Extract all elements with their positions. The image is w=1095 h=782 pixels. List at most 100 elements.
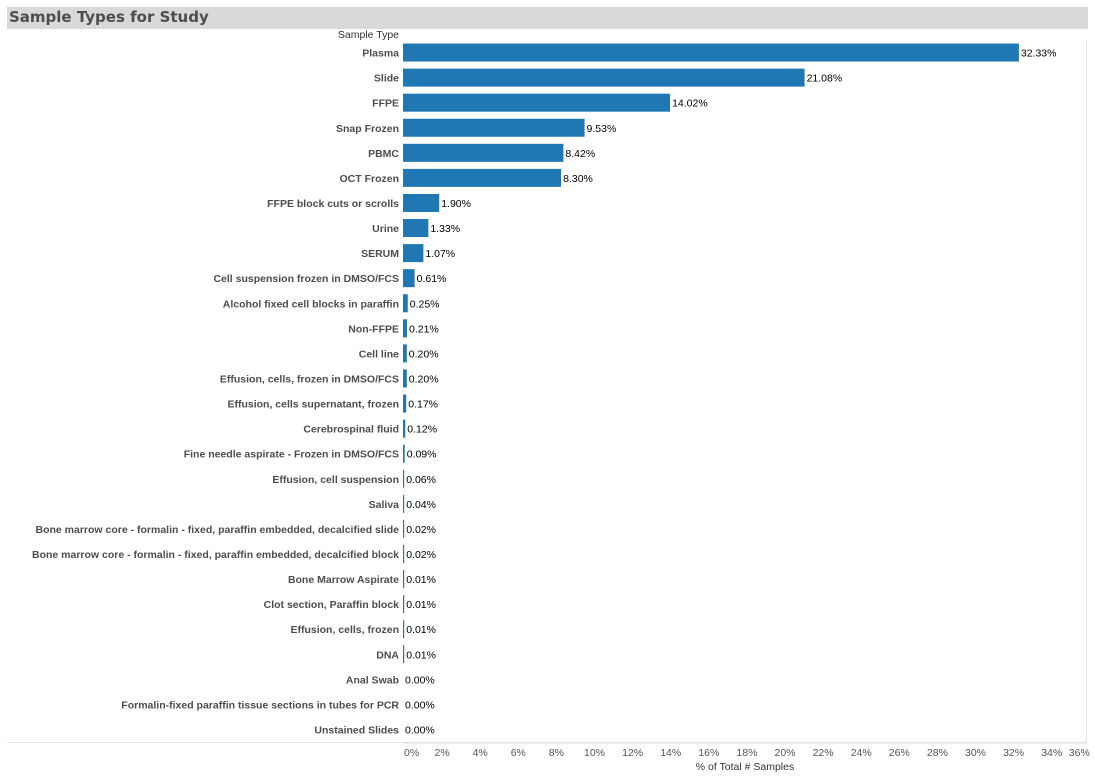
data-label: 0.02% xyxy=(406,549,436,561)
title-bar: Sample Types for Study xyxy=(7,7,1088,29)
category-label: Effusion, cells, frozen xyxy=(290,624,399,636)
category-label: Anal Swab xyxy=(346,674,399,686)
x-tick-label: 2% xyxy=(435,747,450,759)
x-tick-label: 28% xyxy=(927,747,948,759)
x-tick-label: 0% xyxy=(404,747,419,759)
x-tick-label: 12% xyxy=(622,747,643,759)
data-label: 32.33% xyxy=(1021,48,1057,60)
bar xyxy=(403,444,405,463)
bar xyxy=(403,394,407,413)
category-label: Cerebrospinal fluid xyxy=(303,424,399,436)
bar xyxy=(403,143,564,162)
data-label: 0.01% xyxy=(406,599,436,611)
category-label: Formalin-fixed paraffin tissue sections … xyxy=(121,699,399,711)
data-label: 1.90% xyxy=(441,198,471,210)
x-tick-label: 10% xyxy=(584,747,605,759)
bar xyxy=(403,319,408,338)
category-label: Plasma xyxy=(362,48,399,60)
x-tick-label: 16% xyxy=(698,747,719,759)
data-label: 0.06% xyxy=(406,474,436,486)
data-label: 0.17% xyxy=(408,399,438,411)
bar xyxy=(403,43,1019,62)
bar xyxy=(403,544,405,563)
data-label: 9.53% xyxy=(587,123,617,135)
x-tick-label: 30% xyxy=(965,747,986,759)
data-label: 0.01% xyxy=(406,624,436,636)
data-label: 0.01% xyxy=(406,574,436,586)
category-label: Non-FFPE xyxy=(348,323,399,335)
category-label: Fine needle aspirate - Frozen in DMSO/FC… xyxy=(184,449,399,461)
category-label: SERUM xyxy=(361,248,399,260)
data-label: 0.21% xyxy=(409,323,439,335)
data-label: 0.20% xyxy=(409,373,439,385)
bar xyxy=(403,294,408,313)
x-tick-label: 14% xyxy=(660,747,681,759)
x-tick-label: 34% xyxy=(1041,747,1062,759)
x-axis-title: % of Total # Samples xyxy=(695,761,795,773)
data-label: 8.30% xyxy=(563,173,593,185)
chart-title: Sample Types for Study xyxy=(9,8,209,26)
bar xyxy=(403,93,671,112)
category-label: Effusion, cells, frozen in DMSO/FCS xyxy=(220,373,399,385)
bar xyxy=(403,494,405,513)
x-tick-label: 6% xyxy=(511,747,526,759)
category-label: DNA xyxy=(376,649,399,661)
data-label: 0.09% xyxy=(407,449,437,461)
x-tick-label: 22% xyxy=(813,747,834,759)
x-tick-label: 20% xyxy=(774,747,795,759)
x-tick-label: 24% xyxy=(851,747,872,759)
category-label: Alcohol fixed cell blocks in paraffin xyxy=(223,298,399,310)
data-label: 0.61% xyxy=(417,273,447,285)
category-label: Saliva xyxy=(369,499,400,511)
bar xyxy=(403,219,429,238)
data-label: 1.07% xyxy=(425,248,455,260)
category-label: FFPE block cuts or scrolls xyxy=(267,198,399,210)
bar xyxy=(403,193,440,212)
x-tick-label: 32% xyxy=(1003,747,1024,759)
category-label: Bone marrow core - formalin - fixed, par… xyxy=(35,524,399,536)
bar xyxy=(403,469,405,488)
bar xyxy=(403,244,424,263)
data-label: 0.00% xyxy=(405,724,435,736)
data-label: 14.02% xyxy=(672,98,708,110)
x-tick-label: 18% xyxy=(736,747,757,759)
category-label: Clot section, Paraffin block xyxy=(264,599,400,611)
category-label: PBMC xyxy=(368,148,399,160)
bar xyxy=(403,595,405,614)
category-axis-header: Sample Type xyxy=(337,29,399,41)
category-label: Cell line xyxy=(359,348,399,360)
bar xyxy=(403,620,405,639)
bar xyxy=(403,168,562,187)
bar xyxy=(403,419,406,438)
data-label: 0.00% xyxy=(405,699,435,711)
category-label: Cell suspension frozen in DMSO/FCS xyxy=(213,273,399,285)
bar xyxy=(403,519,405,538)
bar xyxy=(403,344,407,363)
data-label: 0.02% xyxy=(406,524,436,536)
x-tick-label: 4% xyxy=(473,747,488,759)
bar xyxy=(403,645,405,664)
category-label: Effusion, cell suspension xyxy=(272,474,399,486)
bar xyxy=(403,68,805,87)
category-label: Bone marrow core - formalin - fixed, par… xyxy=(32,549,399,561)
data-label: 1.33% xyxy=(430,223,460,235)
bar xyxy=(403,118,585,137)
category-label: Bone Marrow Aspirate xyxy=(288,574,399,586)
x-tick-label: 26% xyxy=(889,747,910,759)
category-label: Urine xyxy=(372,223,399,235)
bar xyxy=(403,369,407,388)
x-tick-label: 36% xyxy=(1069,747,1090,759)
data-label: 0.25% xyxy=(410,298,440,310)
data-label: 8.42% xyxy=(565,148,595,160)
data-label: 21.08% xyxy=(807,73,843,85)
data-label: 0.20% xyxy=(409,348,439,360)
bar xyxy=(403,570,405,589)
category-label: FFPE xyxy=(372,98,399,110)
data-label: 0.01% xyxy=(406,649,436,661)
data-label: 0.00% xyxy=(405,674,435,686)
category-label: Effusion, cells supernatant, frozen xyxy=(227,399,399,411)
bar xyxy=(403,269,415,288)
category-label: Unstained Slides xyxy=(314,724,399,736)
data-label: 0.04% xyxy=(406,499,436,511)
